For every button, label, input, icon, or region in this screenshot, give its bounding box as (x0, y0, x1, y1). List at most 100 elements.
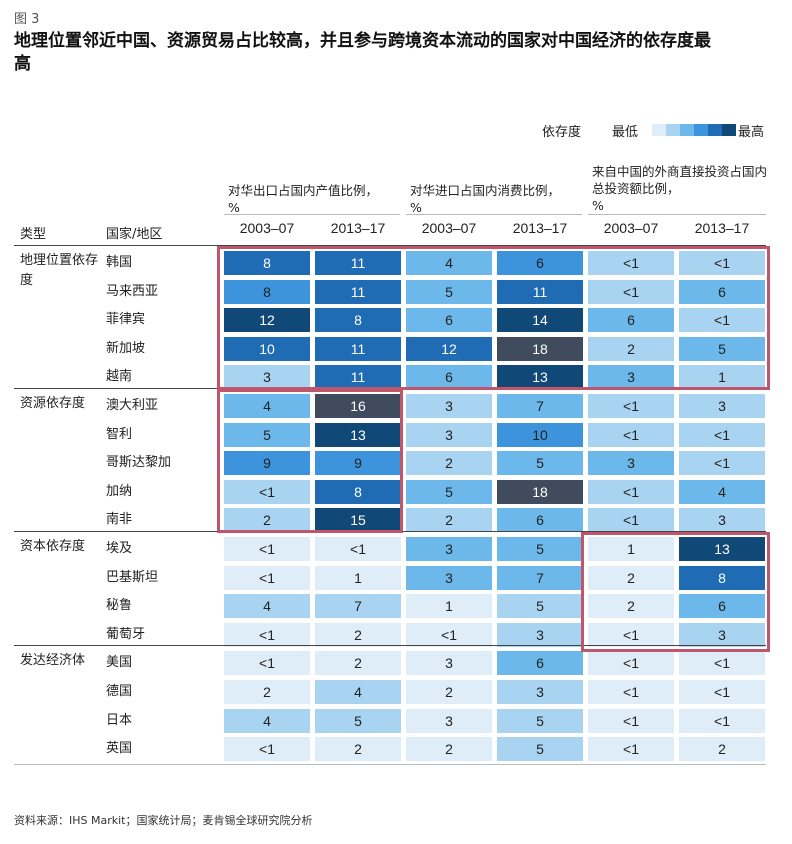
legend-label: 依存度 (542, 125, 582, 140)
heatmap-cell: <1 (679, 680, 765, 704)
heatmap-cell: 5 (497, 537, 583, 561)
source-note: 资料来源：IHS Markit；国家统计局；麦肯锡全球研究院分析 (14, 814, 313, 827)
heatmap-cell: 1 (315, 565, 401, 590)
heatmap-cell: 3 (406, 422, 492, 447)
heatmap-cell: 1 (679, 365, 765, 390)
country-label: 菲律宾 (106, 312, 146, 328)
heatmap-cell: 7 (497, 565, 583, 590)
legend-swatch (666, 124, 680, 136)
heatmap-cell: 13 (315, 422, 401, 447)
country-label: 美国 (106, 655, 133, 671)
heatmap-cell: 6 (588, 308, 674, 333)
heatmap-cell: 4 (224, 394, 310, 418)
heatmap-cell: 2 (315, 651, 401, 676)
column-group-label-exports: 对华出口占国内产值比例，% (228, 182, 403, 216)
group-divider (588, 214, 766, 215)
heatmap-cell: 13 (497, 365, 583, 390)
heatmap-cell: 4 (315, 680, 401, 704)
percent-sign: % (228, 200, 240, 215)
heatmap-cell: 5 (406, 479, 492, 504)
heatmap-cell: 3 (406, 565, 492, 590)
country-label: 新加坡 (106, 340, 146, 356)
legend-swatch (694, 124, 708, 136)
heatmap-cell: 11 (315, 279, 401, 304)
legend-swatch (652, 124, 666, 136)
heatmap-cell: 8 (315, 308, 401, 333)
period-header: 2013–17 (330, 220, 386, 236)
heatmap-cell: 8 (679, 565, 765, 590)
country-label: 加纳 (106, 483, 133, 499)
heatmap-cell: 4 (406, 251, 492, 275)
category-label: 资源依存度 (20, 396, 86, 411)
heatmap-cell: <1 (679, 651, 765, 676)
heatmap-cell: 6 (497, 251, 583, 275)
heatmap-cell: 18 (497, 479, 583, 504)
heatmap-cell: 2 (406, 737, 492, 762)
heatmap-cell: 8 (224, 251, 310, 275)
period-header: 2013–17 (512, 220, 568, 236)
highlight-box-resource (217, 389, 403, 533)
heatmap-cell: 6 (679, 594, 765, 619)
legend-high-label: 最高 (738, 125, 765, 140)
heatmap-cell: 3 (679, 394, 765, 418)
heatmap-cell: 9 (315, 451, 401, 476)
heatmap-cell: 2 (315, 737, 401, 762)
heatmap-cell: <1 (679, 708, 765, 733)
heatmap-cell: 2 (406, 451, 492, 476)
heatmap-cell: 13 (679, 537, 765, 561)
column-group-label-fdi: 来自中国的外商直接投资占国内总投资额比例，% (592, 164, 768, 213)
heatmap-cell: 16 (315, 394, 401, 418)
heatmap-cell: <1 (315, 537, 401, 561)
column-group-label-imports: 对华进口占国内消费比例，% (410, 182, 585, 216)
heatmap-cell: <1 (588, 394, 674, 418)
category-label: 发达经济体 (20, 653, 86, 669)
legend-swatch (708, 124, 722, 136)
country-column-header: 国家/地区 (106, 227, 163, 242)
heatmap-cell: 11 (315, 365, 401, 390)
country-label: 日本 (106, 712, 133, 728)
heatmap-cell: <1 (224, 737, 310, 762)
heatmap-cell: 6 (497, 651, 583, 676)
heatmap-cell: <1 (679, 251, 765, 275)
heatmap-cell: 2 (588, 336, 674, 361)
heatmap-cell: 10 (497, 422, 583, 447)
country-label: 越南 (106, 369, 133, 385)
heatmap-cell: 3 (406, 394, 492, 418)
heatmap-cell: <1 (224, 622, 310, 647)
country-label: 英国 (106, 741, 133, 757)
heatmap-cell: <1 (588, 622, 674, 647)
country-label: 秘鲁 (106, 598, 133, 614)
heatmap-cell: 10 (224, 336, 310, 361)
heatmap-cell: <1 (224, 537, 310, 561)
heatmap-cell: 8 (224, 279, 310, 304)
heatmap-cell: 8 (315, 479, 401, 504)
period-header: 2003–07 (421, 220, 477, 236)
heatmap-cell: <1 (406, 622, 492, 647)
heatmap-cell: <1 (679, 422, 765, 447)
heatmap-cell: 7 (315, 594, 401, 619)
heatmap-cell: 11 (497, 279, 583, 304)
heatmap-cell: 7 (497, 394, 583, 418)
heatmap-cell: 1 (588, 537, 674, 561)
country-label: 巴基斯坦 (106, 569, 159, 585)
legend-low-label: 最低 (612, 125, 639, 140)
heatmap-cell: 5 (497, 594, 583, 619)
heatmap-cell: <1 (679, 451, 765, 476)
heatmap-cell: 3 (588, 365, 674, 390)
heatmap-cell: 5 (679, 336, 765, 361)
heatmap-cell: 9 (224, 451, 310, 476)
chart-title: 地理位置邻近中国、资源贸易占比较高，并且参与跨境资本流动的国家对中国经济的依存度… (14, 31, 711, 74)
heatmap-cell: 2 (406, 680, 492, 704)
country-label: 埃及 (106, 541, 133, 556)
group-separator (14, 645, 766, 647)
country-label: 哥斯达黎加 (106, 455, 172, 471)
table-bottom-line (14, 763, 766, 765)
heatmap-cell: 4 (224, 594, 310, 619)
heatmap-cell: 6 (406, 365, 492, 390)
heatmap-cell: <1 (588, 279, 674, 304)
group-divider (406, 214, 582, 215)
heatmap-cell: 3 (588, 451, 674, 476)
heatmap-cell: 14 (497, 308, 583, 333)
heatmap-cell: 15 (315, 508, 401, 533)
period-header: 2013–17 (694, 220, 750, 236)
